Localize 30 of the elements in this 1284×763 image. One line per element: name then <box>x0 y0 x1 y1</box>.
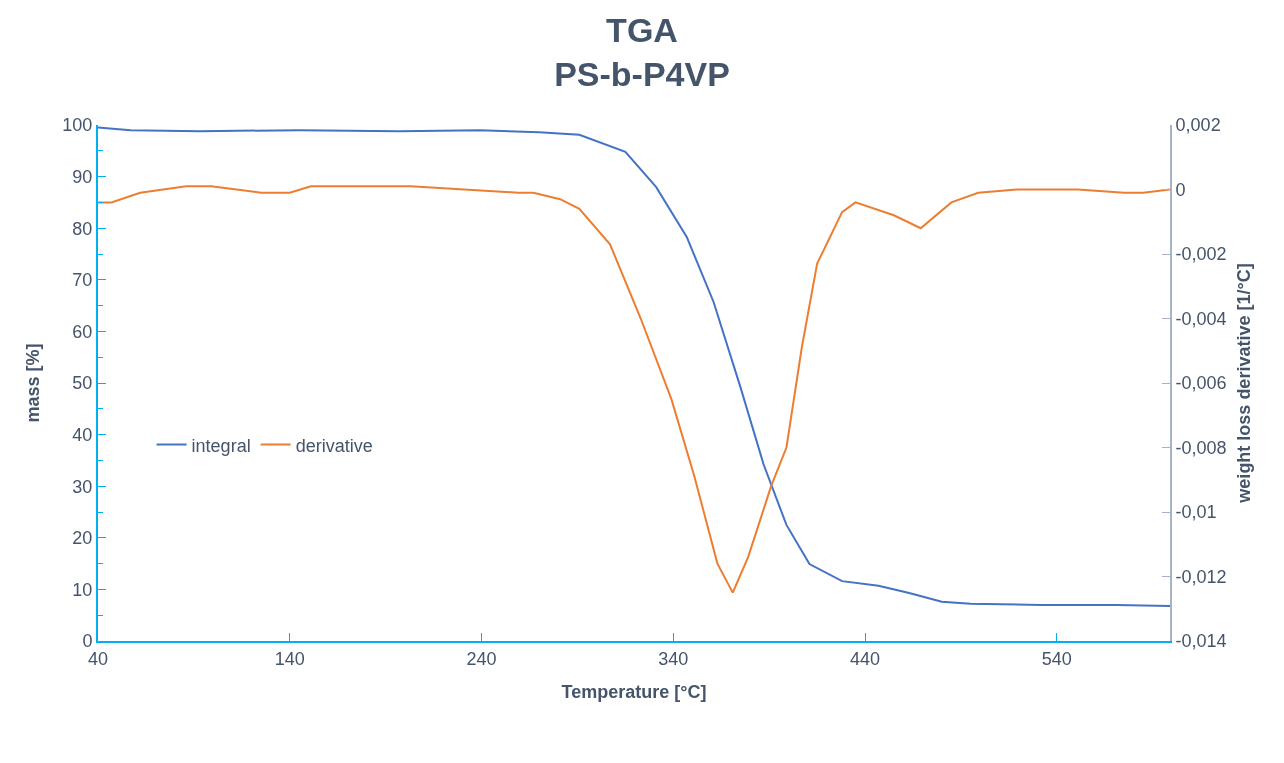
y-tick-label: 30 <box>72 476 93 497</box>
y-tick-label: 70 <box>72 270 93 291</box>
y2-tick-label: 0 <box>1175 179 1186 200</box>
y2-tick-label: -0,008 <box>1175 437 1227 458</box>
x-tick-label: 240 <box>466 648 497 669</box>
y2-tick-label: -0,012 <box>1175 566 1227 587</box>
y-tick-label: 40 <box>72 424 93 445</box>
y-tick-label: 90 <box>72 166 93 187</box>
y-tick-label: 10 <box>72 579 93 600</box>
y-tick-label: 20 <box>72 528 93 549</box>
y2-tick-label: 0,002 <box>1175 115 1221 136</box>
y-tick-label: 50 <box>72 373 93 394</box>
y-tick-label: 60 <box>72 321 93 342</box>
x-axis-title: Temperature [°C] <box>561 682 707 703</box>
y2-tick-label: -0,002 <box>1175 244 1227 265</box>
y-tick-label: 80 <box>72 218 93 239</box>
x-tick-label: 440 <box>850 648 881 669</box>
x-tick-label: 340 <box>658 648 689 669</box>
chart-title: TGA PS-b-P4VP <box>554 10 730 94</box>
y-axis-title: mass [%] <box>23 343 44 423</box>
y2-axis-title: weight loss derivative [1/°C] <box>1234 263 1255 504</box>
x-tick-label: 140 <box>274 648 305 669</box>
x-tick-label: 540 <box>1041 648 1072 669</box>
legend-label: integral <box>191 435 251 456</box>
y2-tick-label: -0,006 <box>1175 373 1227 394</box>
y2-tick-label: -0,004 <box>1175 308 1227 329</box>
y2-tick-label: -0,014 <box>1175 631 1227 652</box>
y2-tick-label: -0,01 <box>1175 502 1217 523</box>
legend-label: derivative <box>295 435 373 456</box>
y-tick-label: 100 <box>62 115 93 136</box>
